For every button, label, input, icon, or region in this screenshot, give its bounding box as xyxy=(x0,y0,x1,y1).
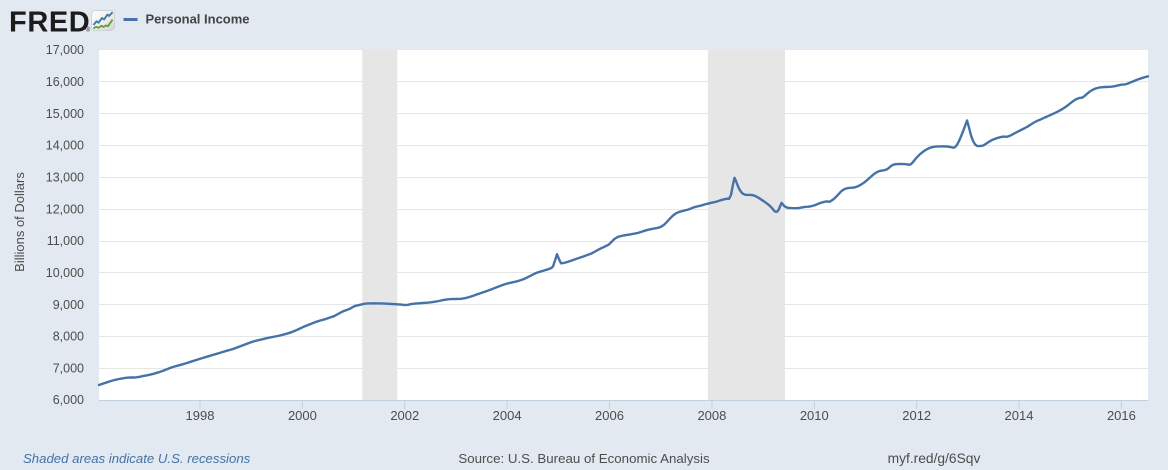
svg-text:1998: 1998 xyxy=(186,408,215,423)
svg-text:9,000: 9,000 xyxy=(53,298,84,312)
svg-text:2008: 2008 xyxy=(697,408,726,423)
svg-text:17,000: 17,000 xyxy=(46,43,84,57)
svg-text:13,000: 13,000 xyxy=(46,170,84,184)
svg-text:2002: 2002 xyxy=(390,408,419,423)
svg-text:myf.red/g/6Sqv: myf.red/g/6Sqv xyxy=(888,451,981,466)
svg-text:12,000: 12,000 xyxy=(46,202,84,216)
svg-text:FRED: FRED xyxy=(9,7,90,39)
svg-text:Shaded areas indicate U.S. rec: Shaded areas indicate U.S. recessions xyxy=(23,451,251,466)
svg-text:16,000: 16,000 xyxy=(46,75,84,89)
svg-text:2004: 2004 xyxy=(493,408,522,423)
svg-text:Personal Income: Personal Income xyxy=(146,12,250,27)
svg-text:14,000: 14,000 xyxy=(46,139,84,153)
svg-text:2000: 2000 xyxy=(288,408,317,423)
svg-text:2006: 2006 xyxy=(595,408,624,423)
svg-text:11,000: 11,000 xyxy=(47,234,84,248)
svg-text:15,000: 15,000 xyxy=(46,107,84,121)
svg-text:2016: 2016 xyxy=(1107,408,1136,423)
svg-text:Source: U.S. Bureau of Economi: Source: U.S. Bureau of Economic Analysis xyxy=(458,451,710,466)
svg-text:7,000: 7,000 xyxy=(53,361,84,375)
svg-text:2014: 2014 xyxy=(1005,408,1034,423)
svg-text:2010: 2010 xyxy=(800,408,829,423)
svg-text:8,000: 8,000 xyxy=(53,330,84,344)
svg-text:10,000: 10,000 xyxy=(46,266,84,280)
svg-text:®: ® xyxy=(86,26,91,34)
svg-text:6,000: 6,000 xyxy=(53,393,84,407)
svg-text:2012: 2012 xyxy=(902,408,931,423)
svg-text:Billions of Dollars: Billions of Dollars xyxy=(12,172,27,272)
